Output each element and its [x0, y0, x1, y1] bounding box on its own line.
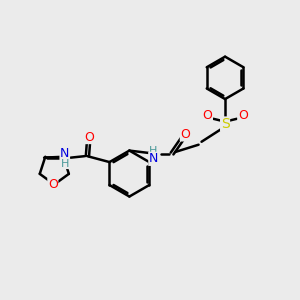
Text: O: O	[84, 130, 94, 143]
Text: O: O	[238, 109, 248, 122]
Text: N: N	[149, 152, 158, 165]
Text: S: S	[221, 117, 230, 131]
Text: O: O	[202, 109, 212, 122]
Text: H: H	[149, 146, 158, 156]
Text: N: N	[60, 147, 69, 160]
Text: H: H	[61, 158, 69, 169]
Text: O: O	[180, 128, 190, 141]
Text: O: O	[48, 178, 58, 191]
